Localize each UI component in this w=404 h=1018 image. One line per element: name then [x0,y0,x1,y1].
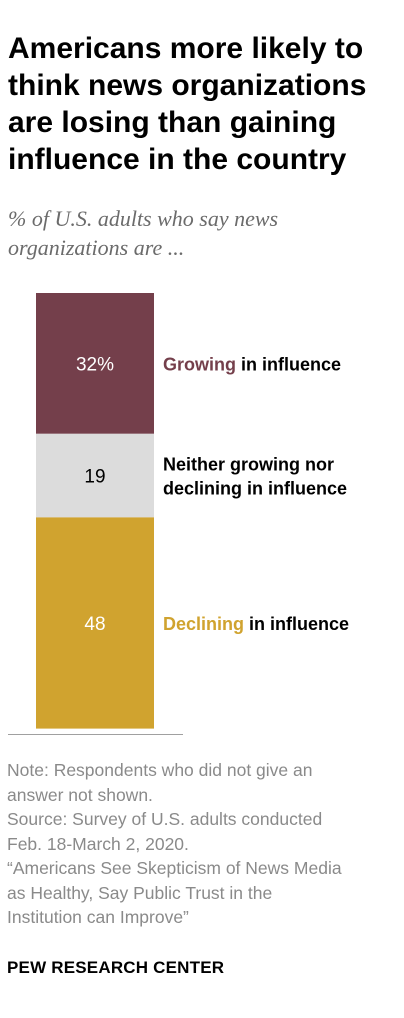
report-title-line: Institution can Improve” [7,907,189,927]
category-label: Declining in influence [163,614,349,634]
chart-subtitle: % of U.S. adults who say news organizati… [8,206,279,260]
source-line: Feb. 18-March 2, 2020. [7,833,189,854]
source-organization: PEW RESEARCH CENTER [7,958,225,977]
value-label: 32% [76,354,114,375]
bar-segment [36,293,154,434]
note-line: Note: Respondents who did not give an [7,760,313,780]
report-title-line: “Americans See Skepticism of News Media [7,858,342,878]
source-line: Source: Survey of U.S. adults conducted [7,809,323,829]
chart-title: Americans more likely to think news orga… [8,32,367,176]
value-label: 48 [84,614,105,635]
notes: Note: Respondents who did not give an an… [7,758,397,930]
bar-segment [36,433,154,518]
stacked-bar-chart: 32% Growing in influence 19 Neither growing… [8,293,349,735]
category-label: declining in influence [163,479,347,499]
report-title-line: as Healthy, Say Public Trust in the [7,882,273,903]
category-label: Neither growing nor [163,455,334,475]
bar-segment [36,517,154,729]
value-label: 19 [84,467,105,488]
note-line: answer not shown. [7,784,153,805]
category-label: Growing in influence [163,354,341,374]
